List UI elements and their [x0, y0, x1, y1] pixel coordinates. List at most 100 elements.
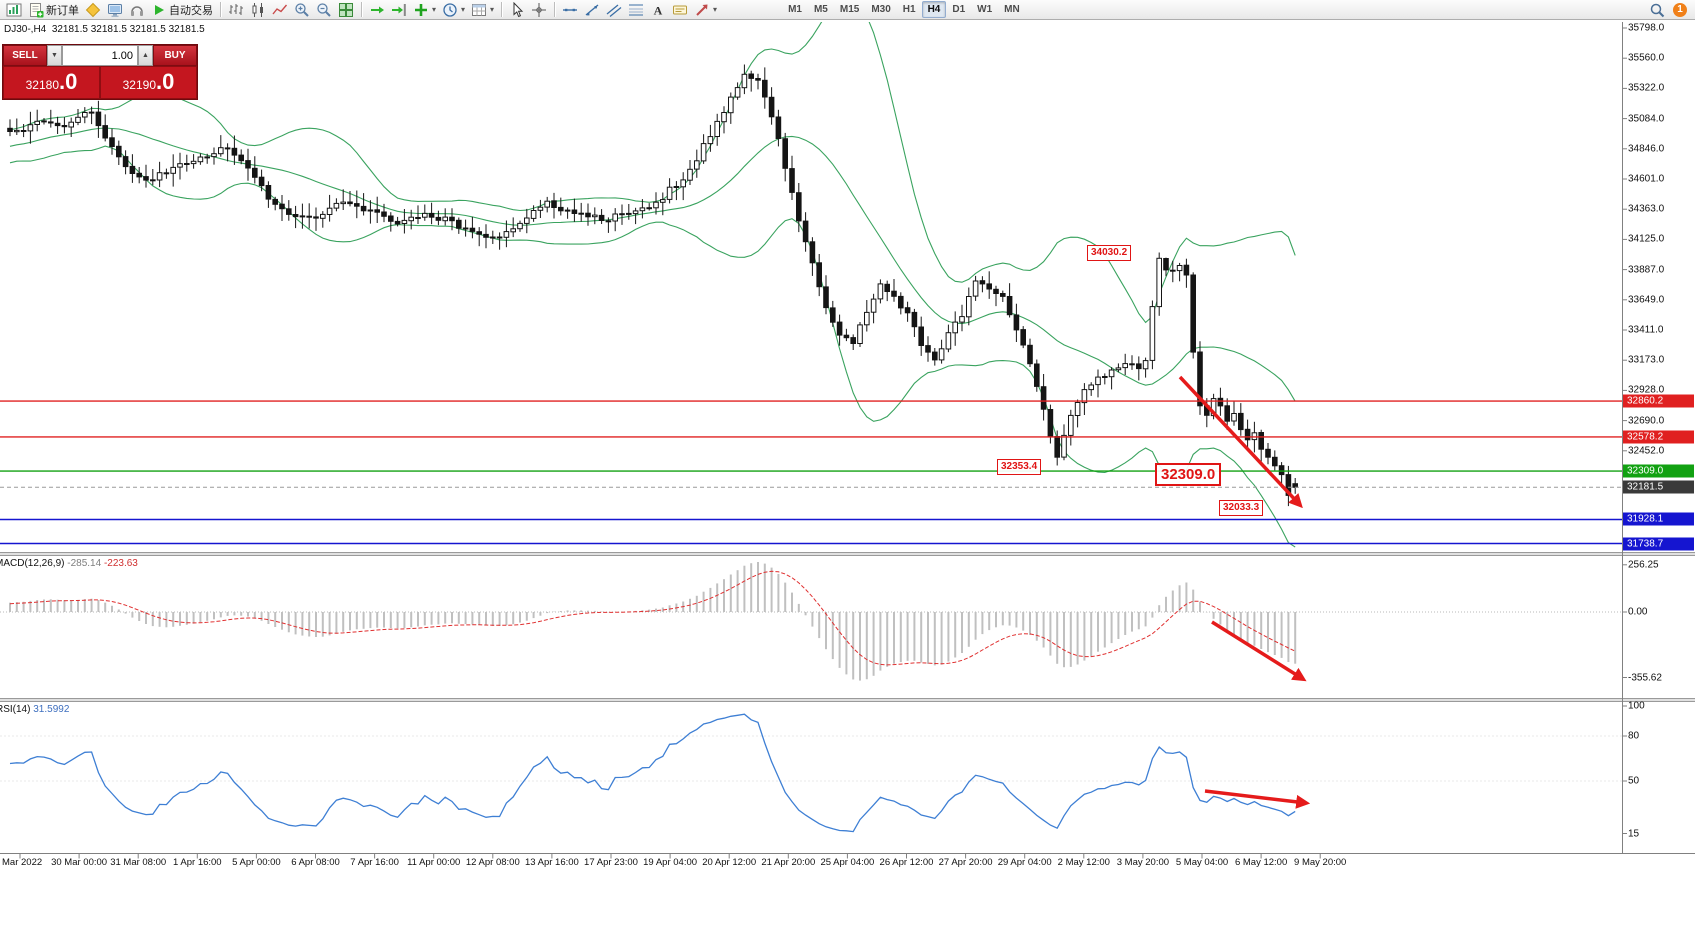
- time-axis-label: 25 Apr 04:00: [820, 857, 875, 868]
- price-annotation-32033.3[interactable]: 32033.3: [1219, 500, 1264, 516]
- autotrading-icon: [151, 2, 167, 18]
- dropdown-caret-icon: ▾: [490, 5, 495, 14]
- ohlc-values: 32181.5 32181.5 32181.5 32181.5: [51, 24, 205, 35]
- time-axis-label: 30 Mar 00:00: [51, 857, 108, 868]
- panel-divider[interactable]: [0, 552, 1695, 556]
- search-icon: [1649, 2, 1665, 18]
- price-scale-value: 35322.0: [1628, 82, 1665, 94]
- terminal-icon: [107, 2, 123, 18]
- rsi-scale-value: 50: [1628, 775, 1640, 787]
- toolbar-button-bar-chart[interactable]: [225, 1, 247, 19]
- toolbar-button-crosshair[interactable]: [528, 1, 550, 19]
- toolbar-button-new-order[interactable]: 新订单: [25, 1, 82, 19]
- toolbar-button-metaeditor[interactable]: [82, 1, 104, 19]
- toolbar-button-tile-windows[interactable]: [335, 1, 357, 19]
- macd-scale-value: 256.25: [1628, 559, 1659, 571]
- timeframe-button-w1[interactable]: W1: [977, 4, 993, 15]
- toolbar-button-zoom-out[interactable]: [313, 1, 335, 19]
- timeframe-button-m30[interactable]: M30: [871, 4, 891, 15]
- macd-signal-value: -223.63: [103, 558, 138, 569]
- toolbar-button-arrows[interactable]: ▾: [691, 1, 720, 19]
- toolbar-button-templates[interactable]: ▾: [468, 1, 497, 19]
- toolbar-button-text-label[interactable]: [669, 1, 691, 19]
- timeframe-button-m1[interactable]: M1: [788, 4, 802, 15]
- macd-trend-arrow[interactable]: [1211, 620, 1307, 682]
- timeframe-button-h4[interactable]: H4: [921, 1, 947, 18]
- price-level-label-31928.1: 31928.1: [1623, 512, 1694, 526]
- rsi-scale-value: 15: [1628, 828, 1640, 839]
- timeframe-button-m15[interactable]: M15: [839, 4, 860, 15]
- time-axis-label: 19 Apr 04:00: [643, 857, 698, 868]
- channel-icon: [606, 2, 622, 18]
- sell-price-frac: .0: [59, 69, 78, 94]
- price-trend-arrow[interactable]: [1178, 375, 1303, 509]
- dropdown-caret-icon: ▾: [432, 5, 437, 14]
- zoom-out-icon: [316, 2, 332, 18]
- toolbar-button-fibonacci[interactable]: [625, 1, 647, 19]
- toolbar-button-zoom-in[interactable]: [291, 1, 313, 19]
- buy-price-display[interactable]: 32190.0: [101, 67, 196, 98]
- sounds-icon: [129, 2, 145, 18]
- bar-chart-icon: [228, 2, 244, 18]
- toolbar-button-auto-scroll[interactable]: [366, 1, 388, 19]
- panel-divider[interactable]: [0, 698, 1695, 702]
- buy-button[interactable]: BUY: [153, 45, 197, 66]
- volume-increment-button[interactable]: ▲: [138, 45, 153, 66]
- metaeditor-icon: [85, 2, 101, 18]
- price-level-label-32860.2: 32860.2: [1623, 394, 1694, 408]
- price-annotation-32309.0[interactable]: 32309.0: [1155, 463, 1222, 486]
- toolbar-button-line-chart[interactable]: [269, 1, 291, 19]
- macd-name: MACD(12,26,9): [0, 558, 65, 569]
- toolbar-button-indicators[interactable]: ▾: [410, 1, 439, 19]
- price-level-label-32309.0: 32309.0: [1623, 464, 1694, 478]
- sell-button[interactable]: SELL: [3, 45, 47, 66]
- volume-decrement-button[interactable]: ▼: [47, 45, 62, 66]
- price-annotation-34030.2[interactable]: 34030.2: [1087, 245, 1132, 261]
- toolbar-button-terminal[interactable]: [104, 1, 126, 19]
- timeframe-button-mn[interactable]: MN: [1004, 4, 1020, 15]
- symbol-period-label: DJ30-,H4: [4, 24, 47, 35]
- timeframe-button-h1[interactable]: H1: [902, 4, 916, 15]
- macd-main-value: -285.14: [67, 558, 102, 569]
- price-scale-value: 35560.0: [1628, 52, 1665, 64]
- macd-panel: [0, 562, 1622, 681]
- toolbar-button-periods[interactable]: ▾: [439, 1, 468, 19]
- time-axis-label: 12 Apr 08:00: [465, 857, 520, 868]
- search-ic-wrap[interactable]: [1649, 2, 1665, 18]
- price-scale-value: 35084.0: [1628, 113, 1665, 125]
- toolbar-button-trendline[interactable]: [581, 1, 603, 19]
- toolbar-button-horizontal-line[interactable]: [559, 1, 581, 19]
- timeframe-button-m5[interactable]: M5: [813, 4, 828, 15]
- timeframe-button-d1[interactable]: D1: [952, 4, 966, 15]
- toolbar-button-channel[interactable]: [603, 1, 625, 19]
- toolbar-button-new-chart[interactable]: [3, 1, 25, 19]
- sell-price-display[interactable]: 32180.0: [4, 67, 99, 98]
- toolbar: 新订单 自动交易 ▾ ▾ ▾ A ▾ M1 M5 M15 M30 H1 H4 D1 W1 MN 1: [0, 0, 1695, 20]
- price-scale-value: 33411.0: [1628, 324, 1664, 336]
- price-scale-value: 33649.0: [1628, 294, 1665, 306]
- price-level-label-32578.2: 32578.2: [1623, 430, 1694, 444]
- price-scale-value: 34846.0: [1628, 143, 1665, 155]
- rsi-trend-arrow[interactable]: [1204, 789, 1311, 809]
- volume-input[interactable]: [62, 45, 138, 66]
- horizontal-line-icon: [562, 2, 578, 18]
- buy-price-main: 32190: [122, 78, 156, 92]
- arrows-icon: [694, 2, 710, 18]
- time-axis-label: Mar 2022: [2, 857, 43, 868]
- toolbar-button-cursor[interactable]: [506, 1, 528, 19]
- notification-badge[interactable]: 1: [1673, 2, 1687, 17]
- price-level-label-32181.5: 32181.5: [1623, 480, 1694, 494]
- macd-indicator-label: MACD(12,26,9) -285.14 -223.63: [0, 558, 138, 569]
- price-scale-value: 34125.0: [1628, 233, 1665, 245]
- toolbar-button-candle-chart[interactable]: [247, 1, 269, 19]
- toolbar-button-chart-shift[interactable]: [388, 1, 410, 19]
- toolbar-button-sounds[interactable]: [126, 1, 148, 19]
- toolbar-button-text[interactable]: A: [647, 1, 669, 19]
- price-annotation-32353.4[interactable]: 32353.4: [997, 459, 1042, 475]
- text-icon: A: [650, 2, 666, 18]
- price-scale-value: 32452.0: [1628, 445, 1665, 457]
- price-scale-value: 33887.0: [1628, 264, 1665, 276]
- price-scale-value: 34601.0: [1628, 173, 1665, 185]
- toolbar-button-autotrading[interactable]: 自动交易: [148, 1, 216, 19]
